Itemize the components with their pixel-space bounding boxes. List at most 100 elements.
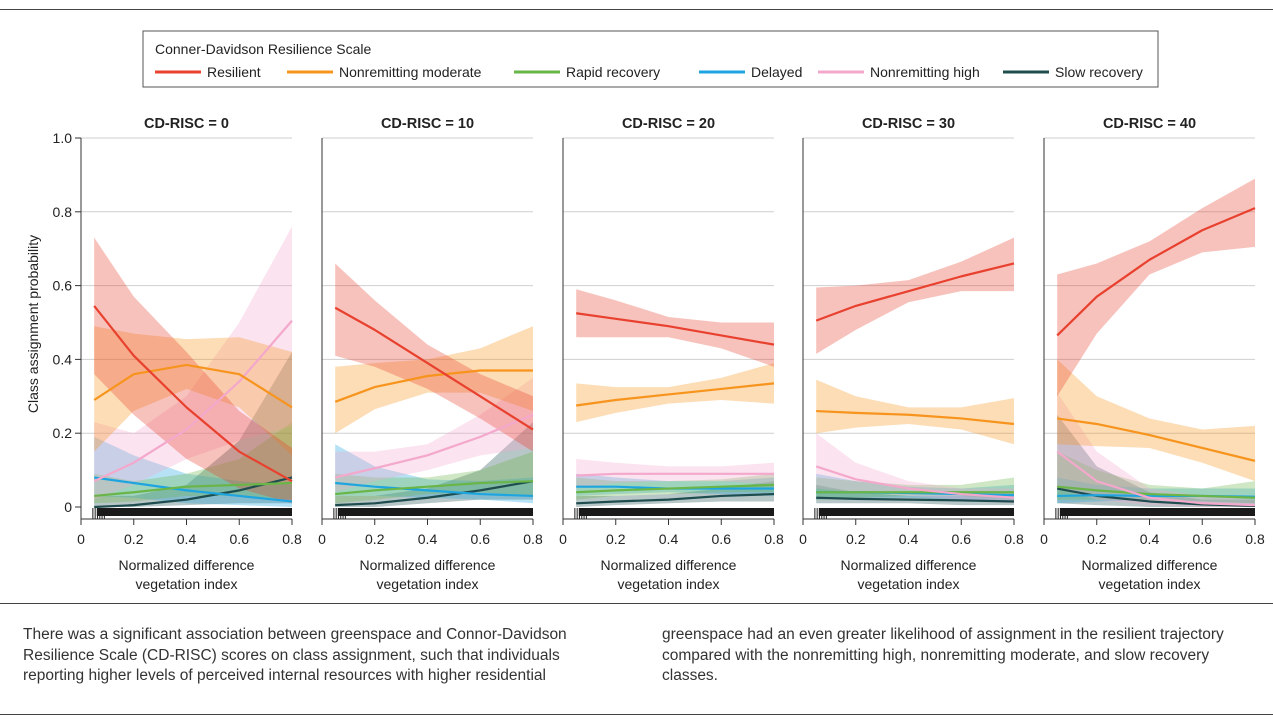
legend-label-resilient: Resilient (207, 64, 261, 80)
x-tick-label: 0.4 (177, 531, 197, 547)
rug-strip (578, 508, 774, 516)
x-tick-label: 0.2 (846, 531, 866, 547)
x-tick-label: 0.8 (1004, 531, 1024, 547)
series-line-slow-recovery (576, 492, 775, 505)
series-line-nonremitting-high (815, 465, 1015, 499)
y-tick-label: 0.4 (53, 351, 73, 367)
rug-strip (337, 508, 533, 516)
series-line-nonremitting-moderate (576, 382, 775, 407)
bottom-rule (0, 714, 1273, 715)
ci-band-nonremitting-moderate (576, 363, 774, 423)
y-axis-label: Class assignment probability (25, 235, 41, 413)
x-tick-label: 0 (77, 531, 85, 547)
ci-band-nonremitting-moderate (335, 326, 533, 434)
series-line-rapid-recovery (94, 481, 293, 498)
series-line-resilient (576, 312, 775, 346)
ci-band-delayed (335, 444, 533, 504)
rug-strip (1059, 508, 1255, 516)
rug-strip (818, 508, 1014, 516)
ci-band-nonremitting-high (94, 226, 292, 500)
x-tick-label: 0.8 (1245, 531, 1265, 547)
caption-top-rule (0, 603, 1273, 604)
x-tick-label: 0.2 (606, 531, 626, 547)
x-tick-label: 0.8 (523, 531, 543, 547)
series-line-nonremitting-moderate (93, 363, 293, 409)
series-line-nonremitting-high (93, 319, 293, 483)
series-line-nonremitting-high (576, 472, 774, 477)
series-line-nonremitting-moderate (816, 409, 1015, 426)
legend: Conner-Davidson Resilience Scale Resilie… (142, 30, 1159, 88)
x-tick-label: 0 (799, 531, 807, 547)
ci-band-rapid-recovery (576, 473, 774, 500)
x-tick-label: 0.4 (659, 531, 679, 547)
x-axis-label: Normalized difference vegetation index (360, 557, 496, 592)
ci-band-nonremitting-high (816, 433, 1014, 504)
y-tick-label: 1.0 (53, 130, 73, 146)
series-line-nonremitting-high (1056, 450, 1256, 507)
x-tick-label: 0.6 (230, 531, 250, 547)
ci-band-resilient (1057, 178, 1255, 397)
x-tick-label: 0 (559, 531, 567, 547)
y-tick-label: 0 (64, 499, 72, 515)
panel-title: CD-RISC = 20 (622, 116, 715, 132)
x-tick-label: 0 (1040, 531, 1048, 547)
panel-title: CD-RISC = 40 (1103, 116, 1196, 132)
series-line-nonremitting-moderate (1057, 417, 1256, 462)
series-line-resilient (1056, 207, 1256, 337)
series-line-resilient (334, 306, 534, 431)
x-tick-label: 0.4 (899, 531, 919, 547)
x-axis-label: Normalized difference vegetation index (841, 557, 977, 592)
caption-left-column: There was a significant association betw… (23, 626, 567, 684)
legend-label-slow-recovery: Slow recovery (1055, 64, 1143, 80)
legend-label-nonremitting-moderate: Nonremitting moderate (339, 64, 482, 80)
x-tick-label: 0.4 (418, 531, 438, 547)
x-tick-label: 0.4 (1140, 531, 1160, 547)
series-line-rapid-recovery (335, 480, 534, 496)
legend-label-delayed: Delayed (751, 64, 802, 80)
x-tick-label: 0.6 (952, 531, 972, 547)
x-tick-label: 0.6 (1193, 531, 1213, 547)
series-line-rapid-recovery (576, 483, 775, 494)
ci-band-nonremitting-high (1057, 392, 1255, 507)
panel-5: 0 0.2 0.4 0.6 0.8 CD-RISC = 40 Normalized diff… (1040, 116, 1265, 592)
y-tick-label: 0.6 (53, 278, 73, 294)
legend-label-nonremitting-high: Nonremitting high (870, 64, 980, 80)
ci-band-resilient (94, 237, 292, 504)
panel-2: 0 0.2 0.4 0.6 0.8 CD-RISC = 10 Normalized diff… (318, 116, 543, 592)
legend-label-rapid-recovery: Rapid recovery (566, 64, 660, 80)
x-tick-label: 0.6 (712, 531, 732, 547)
panel-title: CD-RISC = 0 (144, 116, 229, 132)
ci-band-nonremitting-moderate (1057, 359, 1255, 482)
ci-band-resilient (335, 263, 533, 452)
series-line-resilient (815, 262, 1015, 322)
series-line-resilient (93, 305, 293, 483)
caption-right-column: greenspace had an even greater likelihoo… (662, 626, 1224, 684)
y-tick-label: 0.2 (53, 425, 73, 441)
panel-3: 0 0.2 0.4 0.6 0.8 CD-RISC = 20 Normalized diff… (559, 116, 784, 592)
ci-band-rapid-recovery (94, 422, 292, 504)
x-tick-label: 0 (318, 531, 326, 547)
x-axis-label: Normalized difference vegetation index (1082, 557, 1218, 592)
series-line-delayed (94, 476, 293, 503)
ci-band-nonremitting-moderate (94, 326, 292, 456)
ci-band-nonremitting-high (335, 377, 533, 493)
figure-chart: Conner-Davidson Resilience Scale Resilie… (25, 30, 1265, 592)
panel-title: CD-RISC = 30 (862, 116, 955, 132)
ci-band-resilient (816, 237, 1014, 354)
ci-band-slow-recovery (94, 352, 292, 507)
x-tick-label: 0.2 (1087, 531, 1107, 547)
series-line-slow-recovery (94, 476, 293, 509)
panel-title: CD-RISC = 10 (381, 116, 474, 132)
y-tick-label: 0.8 (53, 204, 73, 220)
series-line-delayed (335, 481, 534, 498)
series-line-nonremitting-high (334, 413, 534, 479)
panel-4: 0 0.2 0.4 0.6 0.8 CD-RISC = 30 Normalized diff… (799, 116, 1024, 592)
series-line-rapid-recovery (1057, 485, 1256, 499)
ci-band-nonremitting-moderate (816, 379, 1014, 445)
rug-strip (96, 508, 292, 516)
x-tick-label: 0.2 (124, 531, 144, 547)
ci-band-slow-recovery (335, 422, 533, 507)
top-rule (0, 9, 1273, 10)
x-tick-label: 0.8 (282, 531, 302, 547)
series-line-nonremitting-moderate (334, 369, 533, 403)
